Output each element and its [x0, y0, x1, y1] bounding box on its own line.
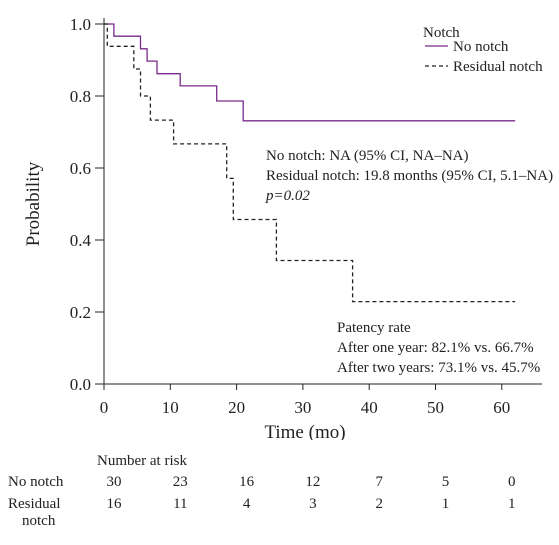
risk-row-label-line: notch [22, 513, 56, 529]
risk-cell: 7 [375, 474, 383, 490]
risk-cell: 5 [441, 474, 450, 490]
y-tick-label: 1.0 [70, 15, 91, 34]
x-tick-label: 30 [294, 398, 311, 417]
risk-row-label: No notch [8, 474, 63, 491]
risk-cell: 11 [173, 496, 188, 512]
risk-cell: 2 [375, 496, 383, 512]
legend-label: Residual notch [453, 59, 543, 75]
x-tick-label: 40 [361, 398, 378, 417]
risk-cell: 16 [106, 496, 122, 512]
y-tick-label: 0.2 [70, 303, 91, 322]
risk-row-label-line: No notch [8, 474, 64, 490]
risk-cell: 23 [172, 474, 188, 490]
axes: 0.0 0.2 0.4 0.6 0.8 1.0 0 10 20 30 40 50 60 Time (mo)… [23, 15, 542, 440]
x-tick-label: 10 [162, 398, 179, 417]
risk-cell: 1 [508, 496, 516, 512]
risk-table-title: Number at risk [97, 453, 187, 469]
stats-annotation-line: p=0.02 [265, 188, 310, 204]
risk-cell: 3 [309, 496, 317, 512]
series-line-residual-notch [104, 23, 516, 303]
x-axis-title: Time (mo) [264, 422, 345, 440]
x-tick-label: 20 [228, 398, 245, 417]
stats-annotation-line: Residual notch: 19.8 months (95% CI, 5.1… [266, 168, 553, 184]
risk-cell: 16 [239, 474, 255, 490]
risk-cell: 30 [106, 474, 122, 490]
risk-cell: 12 [305, 474, 321, 490]
km-chart: 0.0 0.2 0.4 0.6 0.8 1.0 0 10 20 30 40 50 60 Time (mo)… [23, 15, 553, 440]
y-tick-label: 0.8 [70, 87, 91, 106]
patency-annotation-line: Patency rate [337, 320, 411, 336]
y-tick-label: 0.0 [70, 375, 91, 394]
patency-annotation-line: After one year: 82.1% vs. 66.7% [337, 340, 534, 356]
series-layer [104, 23, 516, 303]
risk-cell: 1 [441, 496, 450, 512]
stats-annotation-line: No notch: NA (95% CI, NA–NA) [266, 148, 468, 164]
annotations: No notch: NA (95% CI, NA–NA) Residual not… [265, 148, 553, 376]
patency-annotation-line: After two years: 73.1% vs. 45.7% [337, 360, 540, 376]
x-tick-label: 50 [427, 398, 444, 417]
series-line-no-notch [104, 23, 516, 122]
legend-label: No notch [453, 39, 509, 55]
risk-cell: 0 [508, 474, 516, 490]
risk-row-label-line: Residual [8, 496, 61, 512]
x-tick-label: 0 [100, 398, 109, 417]
x-tick-label: 60 [493, 398, 510, 417]
risk-row-label: Residual notch [8, 496, 61, 530]
y-axis-title: Probability [23, 161, 44, 246]
y-tick-label: 0.6 [70, 159, 91, 178]
y-tick-label: 0.4 [70, 231, 92, 250]
risk-cell: 4 [242, 496, 251, 512]
legend-title: Notch [423, 25, 460, 41]
